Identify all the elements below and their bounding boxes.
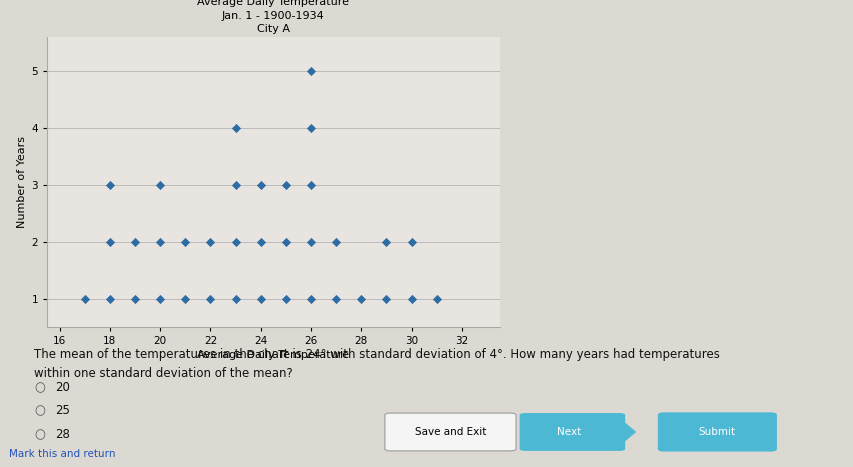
X-axis label: Average Daily Temperature: Average Daily Temperature <box>197 350 349 360</box>
Point <box>178 238 192 246</box>
Point <box>203 238 217 246</box>
Point <box>229 238 242 246</box>
Point <box>253 238 267 246</box>
Point <box>128 295 142 302</box>
Point <box>329 238 343 246</box>
Point <box>253 295 267 302</box>
Point <box>329 295 343 302</box>
Point <box>304 238 317 246</box>
Point <box>404 238 418 246</box>
Text: 20: 20 <box>55 381 70 394</box>
Text: The mean of the temperatures in the chart is 24° with standard deviation of 4°. : The mean of the temperatures in the char… <box>34 348 719 361</box>
Text: Next: Next <box>557 427 581 437</box>
Text: Save and Exit: Save and Exit <box>415 427 485 437</box>
Point <box>380 295 393 302</box>
Point <box>203 295 217 302</box>
Point <box>279 181 293 189</box>
Point <box>103 181 117 189</box>
Text: ○: ○ <box>34 381 45 394</box>
Point <box>229 125 242 132</box>
Point <box>304 295 317 302</box>
Point <box>279 238 293 246</box>
Text: 25: 25 <box>55 404 70 417</box>
Point <box>354 295 368 302</box>
Point <box>153 295 166 302</box>
Point <box>404 295 418 302</box>
Point <box>253 181 267 189</box>
Point <box>304 68 317 75</box>
Point <box>304 125 317 132</box>
Point <box>103 295 117 302</box>
Text: Submit: Submit <box>698 427 735 437</box>
Point <box>229 181 242 189</box>
Point <box>128 238 142 246</box>
Text: within one standard deviation of the mean?: within one standard deviation of the mea… <box>34 367 293 380</box>
Y-axis label: Number of Years: Number of Years <box>17 136 27 228</box>
Text: ○: ○ <box>34 404 45 417</box>
Text: 28: 28 <box>55 428 70 441</box>
FancyBboxPatch shape <box>658 413 775 451</box>
Point <box>103 238 117 246</box>
Point <box>229 295 242 302</box>
FancyBboxPatch shape <box>385 413 515 451</box>
Point <box>153 238 166 246</box>
Point <box>178 295 192 302</box>
Polygon shape <box>616 415 635 449</box>
Text: Mark this and return: Mark this and return <box>9 449 115 459</box>
Text: ○: ○ <box>34 428 45 441</box>
Point <box>153 181 166 189</box>
Point <box>380 238 393 246</box>
Title: Average Daily Temperature
Jan. 1 - 1900-1934
City A: Average Daily Temperature Jan. 1 - 1900-… <box>197 0 349 34</box>
Point <box>78 295 91 302</box>
Point <box>429 295 443 302</box>
Point <box>304 181 317 189</box>
FancyBboxPatch shape <box>519 413 624 451</box>
Point <box>279 295 293 302</box>
